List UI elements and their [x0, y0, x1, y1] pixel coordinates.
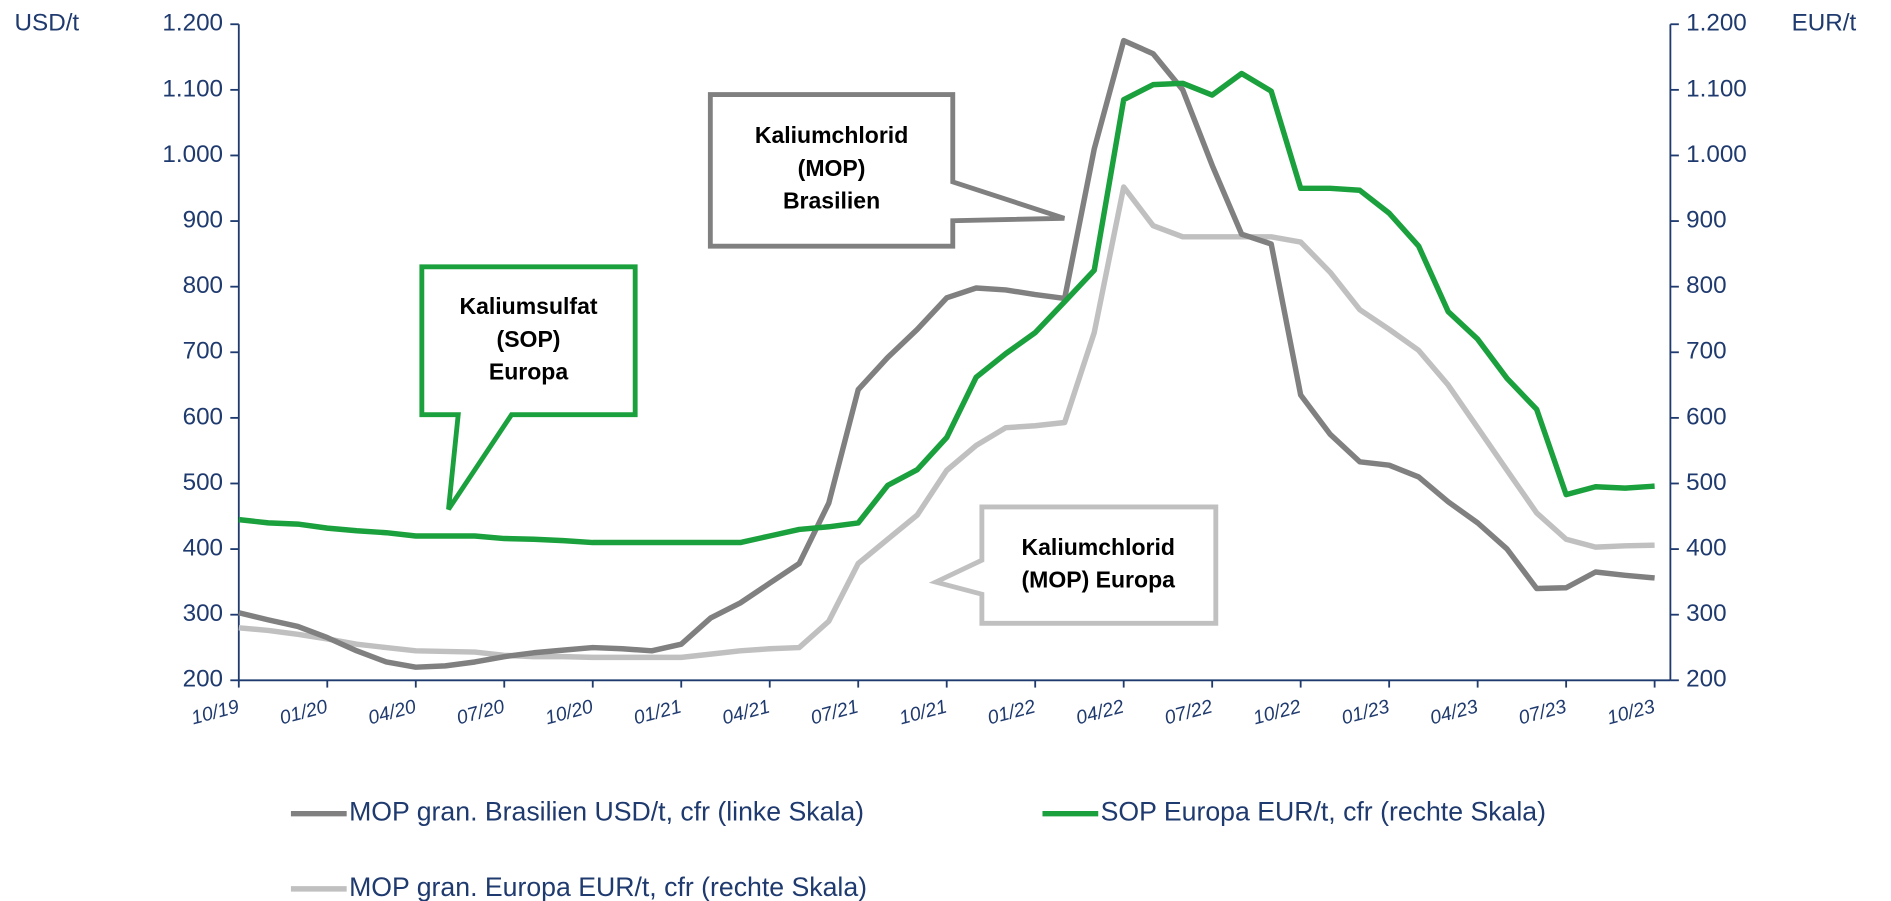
x-tick-label: 01/21: [631, 696, 684, 730]
y-tick-label: 1.200: [162, 10, 223, 37]
legend-label: MOP gran. Europa EUR/t, cfr (rechte Skal…: [349, 872, 867, 901]
x-tick-label: 01/23: [1339, 695, 1392, 729]
y-tick-label: 1.100: [162, 75, 223, 102]
y2-tick-label: 1.200: [1686, 10, 1747, 37]
y-axis-label: USD/t: [15, 10, 80, 37]
x-tick-label: 01/22: [985, 695, 1038, 729]
x-tick-label: 10/20: [543, 695, 596, 729]
y2-tick-label: 200: [1686, 666, 1726, 693]
callout-box: [928, 504, 1219, 626]
y2-tick-label: 1.000: [1686, 141, 1747, 168]
y2-tick-label: 1.100: [1686, 75, 1747, 102]
x-tick-label: 07/22: [1162, 695, 1215, 729]
y-tick-label: 700: [183, 338, 223, 365]
y2-tick-label: 900: [1686, 206, 1726, 233]
y2-tick-label: 300: [1686, 600, 1726, 627]
x-tick-label: 04/21: [720, 696, 773, 730]
y-tick-label: 400: [183, 534, 223, 561]
x-tick-label: 10/23: [1605, 695, 1658, 729]
legend-label: SOP Europa EUR/t, cfr (rechte Skala): [1101, 797, 1546, 827]
callout-text: Europa: [489, 359, 568, 385]
series-line: [238, 37, 1655, 670]
y2-tick-label: 600: [1686, 403, 1726, 430]
series-line: [238, 184, 1655, 661]
x-tick-label: 10/19: [189, 695, 242, 729]
y2-tick-label: 500: [1686, 469, 1726, 496]
x-tick-label: 04/20: [366, 695, 419, 729]
y2-tick-label: 700: [1686, 338, 1726, 365]
callout-text: Kaliumchlorid: [1022, 534, 1175, 560]
x-tick-label: 10/22: [1251, 695, 1304, 729]
y-tick-label: 800: [183, 272, 223, 299]
callout-box: [419, 264, 638, 511]
callout-text: (SOP): [497, 326, 561, 352]
callout-box: [707, 92, 1066, 249]
y2-axis-label: EUR/t: [1792, 10, 1857, 37]
y2-tick-label: 400: [1686, 534, 1726, 561]
y-tick-label: 600: [183, 403, 223, 430]
x-tick-label: 01/20: [277, 695, 330, 729]
y-tick-label: 1.000: [162, 141, 223, 168]
x-tick-label: 04/22: [1074, 695, 1127, 729]
callout-text: (MOP): [798, 155, 866, 181]
callout-text: Kaliumsulfat: [459, 293, 597, 319]
x-tick-label: 07/20: [454, 695, 507, 729]
callout-text: Brasilien: [783, 188, 880, 214]
legend-label: MOP gran. Brasilien USD/t, cfr (linke Sk…: [349, 797, 864, 827]
series-line: [238, 70, 1655, 546]
callout-text: Kaliumchlorid: [755, 122, 908, 148]
y2-tick-label: 800: [1686, 272, 1726, 299]
y-tick-label: 500: [183, 469, 223, 496]
x-tick-label: 07/23: [1516, 695, 1569, 729]
y-tick-label: 300: [183, 600, 223, 627]
x-tick-label: 10/21: [897, 696, 950, 730]
x-tick-label: 07/21: [808, 696, 861, 730]
y-tick-label: 200: [183, 666, 223, 693]
x-tick-label: 04/23: [1428, 695, 1481, 729]
callout-text: (MOP) Europa: [1022, 567, 1176, 593]
y-tick-label: 900: [183, 206, 223, 233]
